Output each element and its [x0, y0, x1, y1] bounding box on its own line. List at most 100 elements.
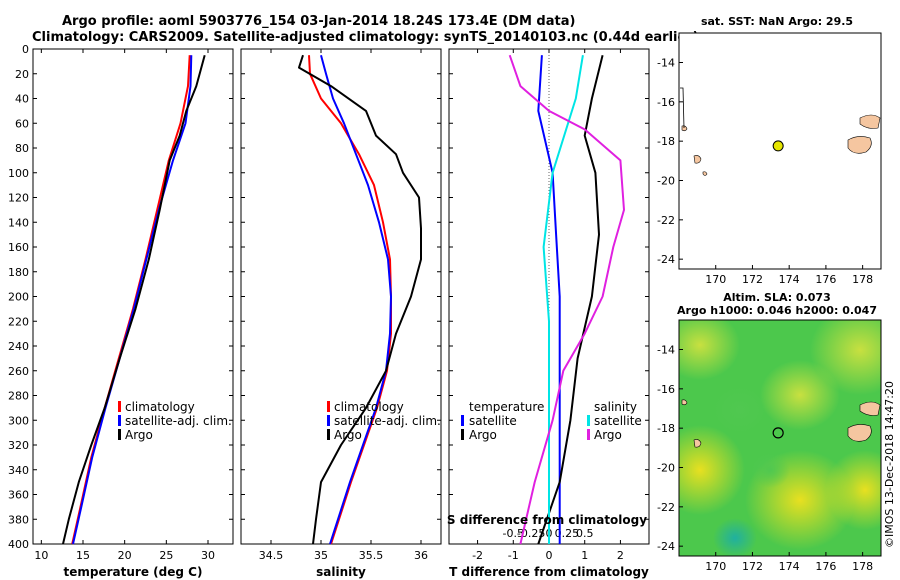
x2-tick-label: 0.5 [576, 527, 594, 540]
y-tick-label: 60 [15, 117, 29, 130]
y-tick-label: 300 [8, 414, 29, 427]
x-tick-label: 34.5 [259, 549, 284, 562]
legend-swatch-t-argo [461, 429, 464, 440]
y-tick-label: -20 [657, 175, 675, 188]
difference-series [508, 54, 625, 545]
title-line-2: Climatology: CARS2009. Satellite-adjuste… [32, 30, 699, 45]
difference-axis: -2 -1 0 1 2-0.5-0.25 0 0.250.5 [449, 48, 649, 562]
series-s-satellite [542, 55, 584, 544]
island-vanua-levu [859, 114, 881, 129]
x-tick-label: 20 [118, 549, 132, 562]
x-tick-label: 174 [779, 273, 800, 286]
legend-label: satellite-adj. clim. [125, 414, 232, 428]
island-small [693, 439, 702, 448]
salinity-series [298, 54, 422, 545]
y-tick-label: 260 [8, 365, 29, 378]
legend-title-salinity: salinity [594, 400, 637, 414]
sst-map-axes: 170 172 174 176 178 -14 -16 -18 -20 -22 -24 [657, 57, 873, 287]
y-tick-label: -16 [657, 383, 675, 396]
x-tick-label: 170 [705, 273, 726, 286]
temperature-panel: 0 20 40 60 80 100 120 140 160 180 200 220 240 260 280 3… [8, 43, 234, 579]
x-tick-label: 10 [34, 549, 48, 562]
y-tick-label: -20 [657, 462, 675, 475]
y-tick-label: 120 [8, 192, 29, 205]
y-tick-label: 200 [8, 291, 29, 304]
y-tick-label: -24 [657, 540, 675, 553]
x-tick-label: 170 [705, 560, 726, 573]
difference-panel: -2 -1 0 1 2-0.5-0.25 0 0.250.5 T difference fr… [447, 48, 650, 579]
sla-blob [679, 320, 740, 380]
legend-label: Argo [469, 428, 497, 442]
y-tick-label: 240 [8, 340, 29, 353]
x-tick-label: 174 [779, 560, 800, 573]
series-t-satellite [537, 55, 561, 544]
legend-swatch-argo [327, 429, 330, 440]
sla-blob [713, 518, 757, 556]
sst-map-panel: sat. SST: NaN Argo: 29.5 170 172 174 176 178… [657, 15, 882, 287]
x-tick-label: 176 [815, 273, 836, 286]
y-tick-label: -14 [657, 344, 675, 357]
series-argo [62, 54, 206, 545]
y-tick-label: 320 [8, 439, 29, 452]
x-tick-label: 1 [581, 549, 588, 562]
y-tick-label: 280 [8, 390, 29, 403]
legend-label: Argo [594, 428, 622, 442]
y-tick-label: -22 [657, 214, 675, 227]
y-tick-label: 100 [8, 167, 29, 180]
series-climatology [308, 55, 392, 545]
islands-sst [680, 87, 881, 176]
y-tick-label: 80 [15, 142, 29, 155]
x-tick-label: 178 [852, 273, 873, 286]
y-tick-label: 180 [8, 266, 29, 279]
legend-label: satellite [469, 414, 517, 428]
island-vanua-levu [859, 401, 881, 416]
sst-map-title: sat. SST: NaN Argo: 29.5 [701, 15, 853, 28]
salinity-legend: climatology satellite-adj. clim. Argo [327, 400, 441, 442]
y-tick-label: 220 [8, 315, 29, 328]
legend-swatch-satellite [118, 415, 121, 426]
sla-blob [679, 425, 745, 515]
x-tick-label: 36 [414, 549, 428, 562]
series-satellite-adj-clim- [72, 55, 193, 545]
x-tick-label: 2 [617, 549, 624, 562]
legend-swatch-climatology [118, 401, 121, 412]
island-viti-levu [847, 424, 872, 442]
difference-legend: temperature salinity satellite Argo sate… [461, 400, 642, 442]
sla-map-panel: Altim. SLA: 0.073 Argo h1000: 0.046 h200… [657, 291, 882, 574]
y-tick-label: -24 [657, 253, 675, 266]
x-tick-label: 15 [76, 549, 90, 562]
x-tick-label: 176 [815, 560, 836, 573]
y-tick-label: -18 [657, 422, 675, 435]
legend-swatch-t-satellite [461, 415, 464, 426]
x-tick-label: 172 [742, 560, 763, 573]
x2-tick-label: -0.5 [503, 527, 524, 540]
island-small [702, 171, 708, 176]
y-tick-label: 140 [8, 216, 29, 229]
y-tick-label: -14 [657, 57, 675, 70]
y-tick-label: -16 [657, 96, 675, 109]
t-difference-xlabel: T difference from climatology [449, 565, 649, 579]
sla-blob [712, 385, 768, 435]
imos-watermark: ©IMOS 13-Dec-2018 14:47:20 [883, 381, 896, 548]
temperature-legend: climatology satellite-adj. clim. Argo [118, 400, 232, 442]
legend-swatch-satellite [327, 415, 330, 426]
series-s-argo [508, 54, 625, 545]
x-tick-label: -2 [472, 549, 483, 562]
sla-heatmap [679, 320, 881, 556]
sla-blob [760, 360, 840, 430]
sla-map-subtitle: Argo h1000: 0.046 h2000: 0.047 [677, 304, 877, 317]
x-tick-label: 172 [742, 273, 763, 286]
sla-map-axes: 170 172 174 176 178 -14 -16 -18 -20 -22 -24 [657, 344, 873, 574]
y-tick-label: 380 [8, 513, 29, 526]
legend-label: Argo [334, 428, 362, 442]
salinity-axis: 34.5 35 35.5 36 [241, 48, 441, 562]
legend-swatch-argo [118, 429, 121, 440]
x-tick-label: 178 [852, 560, 873, 573]
x2-tick-label: 0.25 [555, 527, 580, 540]
y-tick-label: 20 [15, 68, 29, 81]
s-difference-xlabel: S difference from climatology [447, 513, 647, 527]
x-tick-label: 0 [546, 549, 553, 562]
argo-float-marker [772, 140, 784, 152]
y-tick-label: 40 [15, 93, 29, 106]
